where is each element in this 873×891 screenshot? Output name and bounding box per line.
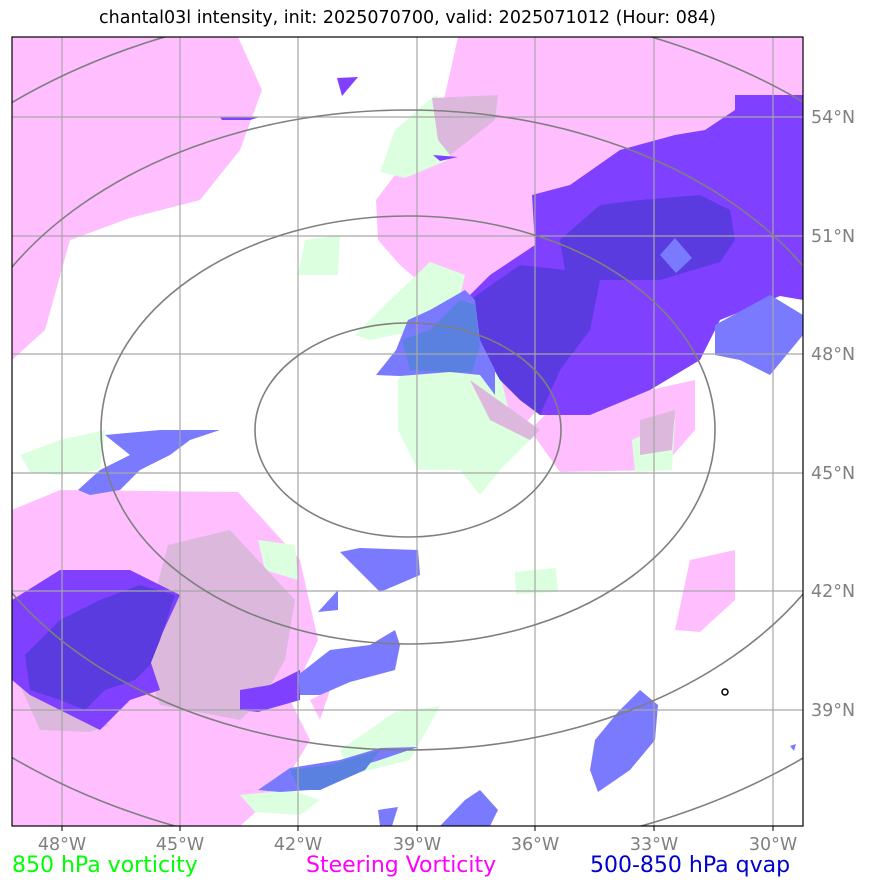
lon-tick-label: 42°W [274,835,322,855]
lon-tick-label: 48°W [38,835,86,855]
lon-tick-label: 30°W [749,835,797,855]
map-frame [11,36,804,827]
lon-tick-label: 39°W [393,835,441,855]
lat-tick-label: 51°N [811,227,855,247]
distance-rings [12,37,803,826]
legend-steering-vorticity: Steering Vorticity [306,853,497,878]
lat-tick-label: 45°N [811,464,855,484]
graticule [12,37,803,826]
overlap-layer [20,95,675,732]
lat-tick-label: 42°N [811,582,855,602]
lat-tick-label: 54°N [811,108,855,128]
legend-850-vorticity: 850 hPa vorticity [12,853,198,878]
lon-tick-label: 33°W [630,835,678,855]
lon-tick-label: 36°W [511,835,559,855]
lat-tick-label: 39°N [811,701,855,721]
storm-marker [721,688,729,696]
lat-tick-label: 48°N [811,345,855,365]
lon-tick-label: 45°W [156,835,204,855]
legend-qvap: 500-850 hPa qvap [590,853,791,878]
map-title: chantal03l intensity, init: 2025070700, … [99,8,716,28]
